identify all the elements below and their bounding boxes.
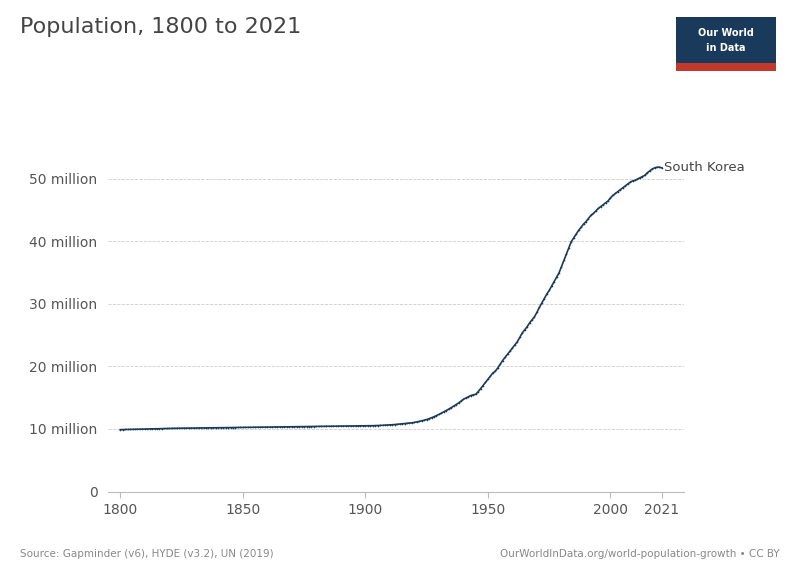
Text: South Korea: South Korea bbox=[664, 162, 745, 175]
Text: in Data: in Data bbox=[706, 43, 746, 53]
Text: Source: Gapminder (v6), HYDE (v3.2), UN (2019): Source: Gapminder (v6), HYDE (v3.2), UN … bbox=[20, 549, 274, 559]
FancyBboxPatch shape bbox=[676, 63, 776, 71]
Text: Population, 1800 to 2021: Population, 1800 to 2021 bbox=[20, 17, 302, 37]
FancyBboxPatch shape bbox=[676, 17, 776, 71]
Text: Our World: Our World bbox=[698, 28, 754, 38]
Text: OurWorldInData.org/world-population-growth • CC BY: OurWorldInData.org/world-population-grow… bbox=[500, 549, 780, 559]
